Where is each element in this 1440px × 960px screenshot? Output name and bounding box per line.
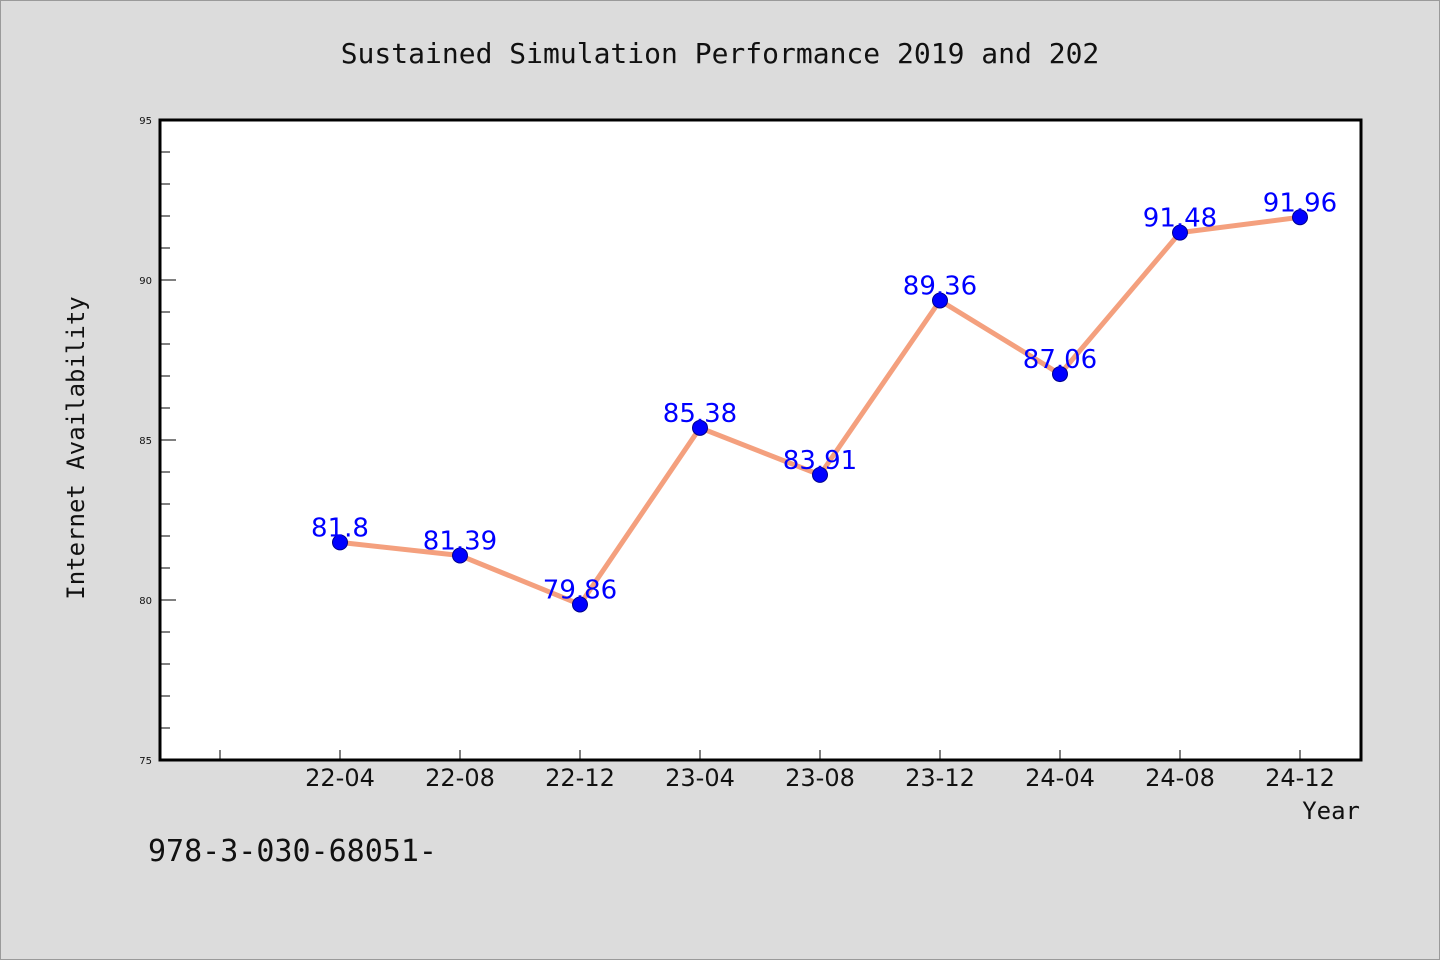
data-label: 83.91 <box>783 446 857 476</box>
data-label: 89.36 <box>903 271 977 301</box>
data-point <box>572 596 588 613</box>
y-tick-label: 85 <box>139 436 152 447</box>
x-axis: 22-04 22-08 22-12 23-04 23-08 23-12 24-04 24-08… <box>219 750 1335 792</box>
x-tick-label: 23-08 <box>785 764 855 792</box>
data-point <box>692 419 708 436</box>
data-label: 91.96 <box>1263 188 1337 218</box>
data-label: 79.86 <box>543 575 617 605</box>
y-axis-label: Internet Availability <box>62 296 90 599</box>
x-axis-label: Year <box>1302 797 1360 825</box>
plot-area <box>158 118 1363 762</box>
x-tick-label: 22-08 <box>425 764 495 792</box>
x-tick-label: 23-04 <box>665 764 735 792</box>
y-axis: 75 80 85 90 95 <box>139 116 176 767</box>
data-label: 81.39 <box>423 527 497 557</box>
x-tick-label: 23-12 <box>905 764 975 792</box>
data-label: 85.38 <box>663 399 737 429</box>
data-point <box>1052 366 1068 383</box>
data-point <box>812 466 828 483</box>
y-tick-label: 95 <box>139 116 152 127</box>
series-line-group: 81.8 81.39 79.86 85.38 83.91 89.36 87.06 91.48 9… <box>311 188 1337 613</box>
x-tick-label: 24-12 <box>1265 764 1335 792</box>
data-point <box>332 534 348 551</box>
y-tick-label: 90 <box>139 276 152 287</box>
data-point <box>1172 224 1188 241</box>
data-label: 91.48 <box>1143 204 1217 234</box>
x-tick-label: 22-04 <box>305 764 375 792</box>
x-tick-label: 24-08 <box>1145 764 1215 792</box>
data-point <box>932 292 948 309</box>
footnote: 978-3-030-68051- <box>148 834 437 869</box>
y-tick-label: 80 <box>139 596 152 607</box>
y-tick-label: 75 <box>139 756 152 767</box>
x-tick-label: 24-04 <box>1025 764 1095 792</box>
data-point <box>1292 209 1308 226</box>
data-label: 87.06 <box>1023 345 1097 375</box>
chart-title: Sustained Simulation Performance 2019 an… <box>341 37 1100 70</box>
data-point <box>452 547 468 564</box>
data-label: 81.8 <box>311 513 369 543</box>
x-tick-label: 22-12 <box>545 764 615 792</box>
